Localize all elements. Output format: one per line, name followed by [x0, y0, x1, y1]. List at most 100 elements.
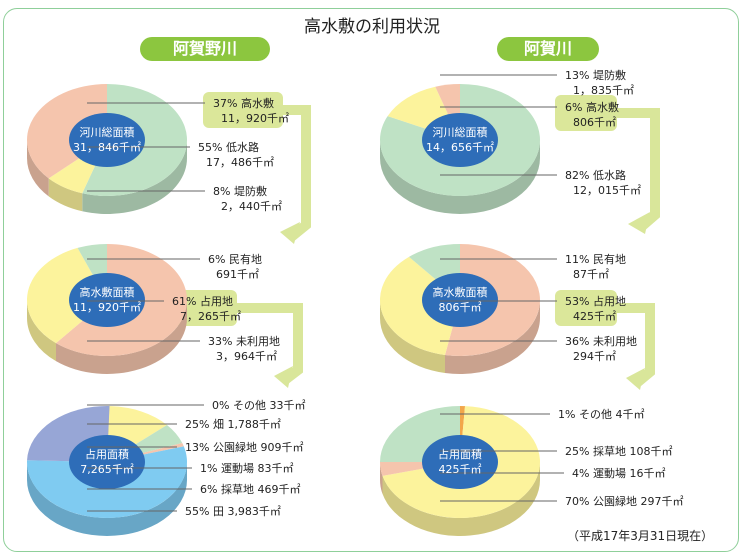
pie-slice-side [48, 178, 83, 212]
date-note: （平成17年3月31日現在） [567, 529, 714, 543]
slice-label-line: 13% 堤防敷 [565, 69, 626, 82]
pie-slice-side [82, 140, 187, 215]
pie-center [69, 273, 145, 327]
pie-center-label: 河川総面積 31，846千㎡ [62, 125, 152, 155]
slice-label: 55% 低水路 17，486千㎡ [198, 140, 274, 170]
slice-label-line: 806千㎡ [573, 116, 616, 129]
pie-slice-side [56, 300, 188, 375]
slice-label: 13% 公園緑地 909千㎡ [185, 440, 303, 455]
slice-label: 0% その他 33千㎡ [212, 398, 305, 413]
slice-label: 6% 採草地 469千㎡ [200, 482, 300, 497]
slice-label: 36% 未利用地 294千㎡ [565, 334, 637, 364]
pie-slice [380, 256, 460, 356]
slice-label-line: 6% 民有地 [208, 253, 262, 266]
slice-label-line: 294千㎡ [573, 350, 616, 363]
arrow-1 [270, 105, 311, 242]
slice-label-line: 1% その他 4千㎡ [558, 408, 645, 421]
slice-label-line: 70% 公園緑地 297千㎡ [565, 495, 684, 508]
slice-label-line: 2，440千㎡ [221, 200, 282, 213]
center-text: 河川総面積 [432, 126, 488, 139]
slice-label-line: 12，015千㎡ [573, 184, 641, 197]
slice-label: 4% 運動場 16千㎡ [572, 466, 665, 481]
slice-label-line: 55% 田 3,983千㎡ [185, 505, 281, 518]
slice-label-line: 7，265千㎡ [180, 310, 241, 323]
pie-slice-side [445, 300, 540, 374]
slice-label: 1% 運動場 83千㎡ [200, 461, 293, 476]
slice-label-line: 4% 運動場 16千㎡ [572, 467, 666, 480]
center-text: 7,265千㎡ [80, 463, 134, 476]
slice-label: 6% 民有地 691千㎡ [208, 252, 262, 282]
slice-label-line: 55% 低水路 [198, 141, 259, 154]
pie-center-label: 河川総面積 14，656千㎡ [415, 125, 505, 155]
slice-label: 11% 民有地 87千㎡ [565, 252, 626, 282]
pie-slice-side [27, 462, 187, 536]
center-text: 河川総面積 [79, 126, 135, 139]
slice-label-line: 37% 高水敷 [213, 97, 274, 110]
diagram-title: 高水敷の利用状況 [304, 17, 440, 37]
center-text: 11，920千㎡ [73, 301, 141, 314]
highlight-box [203, 92, 283, 128]
arrow-head [626, 368, 645, 390]
slice-label-line: 82% 低水路 [565, 169, 626, 182]
slice-label-line: 0% その他 33千㎡ [212, 399, 306, 412]
pie-center [69, 113, 145, 167]
slice-label-line: 3，964千㎡ [216, 350, 277, 363]
pie-center [422, 273, 498, 327]
pie-slice [26, 247, 108, 344]
slice-label-line: 25% 畑 1,788千㎡ [185, 418, 281, 431]
slice-label-line: 6% 高水敷 [565, 101, 619, 114]
slice-label-line: 17，486千㎡ [206, 156, 274, 169]
center-text: 425千㎡ [438, 463, 482, 476]
slice-label: 25% 採草地 108千㎡ [565, 444, 672, 459]
pie-slice-side [380, 300, 446, 374]
slice-label: 33% 未利用地 3，964千㎡ [208, 334, 280, 364]
slice-label: 61% 占用地 7，265千㎡ [172, 294, 241, 324]
river-title-agagawa: 阿賀川 [497, 37, 599, 61]
river-title-aganogawa: 阿賀野川 [140, 37, 270, 61]
slice-label: 13% 堤防敷 1，835千㎡ [565, 68, 634, 98]
slice-label-line: 87千㎡ [573, 268, 609, 281]
pie-center [422, 113, 498, 167]
slice-label-line: 13% 公園緑地 909千㎡ [185, 441, 304, 454]
pie-center [422, 435, 498, 489]
pie-center-label: 高水敷面積 806千㎡ [415, 285, 505, 315]
slice-label: 37% 高水敷 11，920千㎡ [213, 96, 289, 126]
slice-label: 8% 堤防敷 2，440千㎡ [213, 184, 282, 214]
pie-slice-side [380, 140, 540, 214]
slice-label-line: 1，835千㎡ [573, 84, 634, 97]
pie-center-label: 占用面積 7,265千㎡ [62, 447, 152, 477]
slice-label-line: 61% 占用地 [172, 295, 233, 308]
center-text: 高水敷面積 [432, 286, 488, 299]
pie-slice-side [380, 462, 383, 494]
slice-label-line: 11，920千㎡ [221, 112, 289, 125]
slice-label: 70% 公園緑地 297千㎡ [565, 494, 683, 509]
slice-label-line: 6% 採草地 469千㎡ [200, 483, 301, 496]
pie-slice [27, 84, 107, 179]
slice-label-line: 33% 未利用地 [208, 335, 280, 348]
slice-label: 6% 高水敷 806千㎡ [565, 100, 619, 130]
slice-label-line: 691千㎡ [216, 268, 259, 281]
arrow-4 [600, 303, 655, 386]
pie-slice-side [27, 140, 49, 197]
center-text: 31，846千㎡ [73, 141, 141, 154]
pie-slice-side [26, 300, 57, 362]
arrow-head [628, 212, 650, 234]
pie-center [69, 435, 145, 489]
slice-label-line: 25% 採草地 108千㎡ [565, 445, 673, 458]
center-text: 高水敷面積 [79, 286, 135, 299]
slice-label: 25% 畑 1,788千㎡ [185, 417, 281, 432]
pie-center-label: 占用面積 425千㎡ [415, 447, 505, 477]
slice-label-line: 36% 未利用地 [565, 335, 637, 348]
center-text: 占用面積 [85, 448, 129, 461]
center-text: 14，656千㎡ [426, 141, 494, 154]
pie-center-label: 高水敷面積 11，920千㎡ [62, 285, 152, 315]
slice-label: 55% 田 3,983千㎡ [185, 504, 281, 519]
slice-label: 53% 占用地 425千㎡ [565, 294, 626, 324]
center-text: 占用面積 [438, 448, 482, 461]
slice-label-line: 11% 民有地 [565, 253, 626, 266]
arrow-3 [230, 303, 303, 384]
slice-label: 1% その他 4千㎡ [558, 407, 644, 422]
